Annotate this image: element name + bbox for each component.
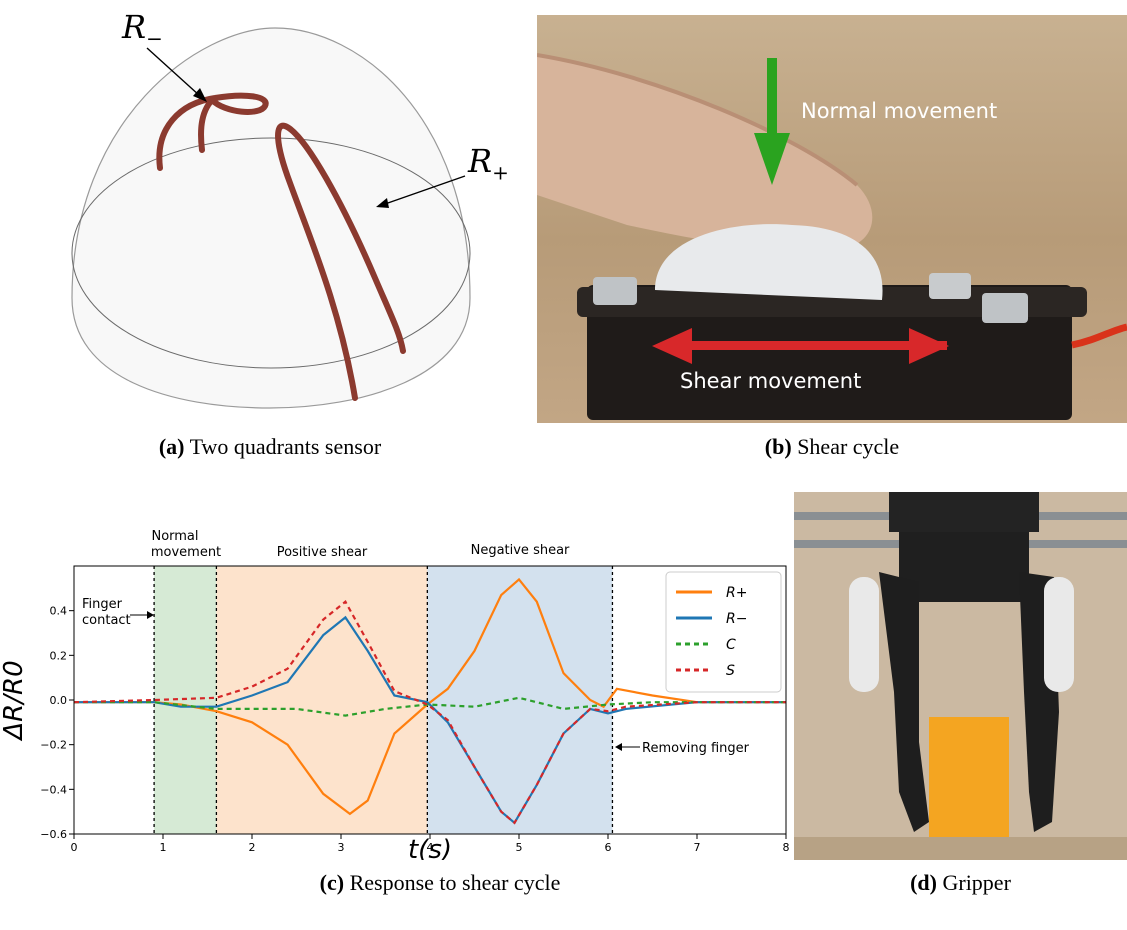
finger-contact-label-1: Finger — [82, 597, 123, 612]
normal-movement-label: Normal movement — [801, 99, 998, 123]
caption-b: (b) Shear cycle — [764, 434, 900, 459]
finger-contact-label-2: contact — [82, 613, 131, 628]
x-tick-label-2: 2 — [249, 841, 256, 854]
r-minus-wire — [156, 92, 269, 171]
caption-a: (a) Two quadrants sensor — [158, 434, 382, 459]
right-link — [1044, 577, 1074, 692]
region-label-normal-2: movement — [151, 545, 221, 560]
legend-label-1: R− — [726, 611, 747, 627]
shear-arrow-left-head — [652, 328, 692, 364]
finger — [537, 55, 873, 251]
bolt-right — [982, 293, 1028, 323]
legend-label-0: R+ — [726, 585, 747, 601]
bolt-left — [593, 277, 637, 305]
r-minus-arrow — [146, 47, 201, 97]
shear-arrow-right-head — [909, 328, 949, 364]
x-tick-label-7: 7 — [694, 841, 701, 854]
panel-d-gripper-photo — [794, 492, 1127, 860]
caption-d: (d) Gripper — [910, 870, 1011, 895]
region-label-normal-1: Normal — [151, 529, 198, 544]
sensor-base — [587, 285, 1072, 420]
y-tick-label-0: 0.4 — [50, 605, 68, 618]
x-tick-label-4: 4 — [427, 841, 434, 854]
dome-outline — [71, 27, 471, 409]
x-tick-label-0: 0 — [71, 841, 78, 854]
red-wire — [1071, 323, 1127, 349]
panel-c-chart: 0 1 2 3 4 5 6 7 8 0.4 0.2 0.0 −0.2 −0.4 −0.6 Normal m… — [0, 520, 790, 865]
left-link — [849, 577, 879, 692]
r-plus-arrow — [384, 175, 466, 205]
orange-block — [929, 717, 1009, 837]
shear-arrow-shaft — [682, 341, 947, 350]
legend-box — [665, 571, 782, 693]
series-line-2 — [74, 696, 786, 717]
shaded-region-1 — [216, 566, 428, 834]
series-line-3 — [73, 600, 786, 825]
legend-label-3: S — [726, 663, 735, 679]
y-tick-label-5: −0.6 — [40, 828, 67, 841]
table-surface — [794, 837, 1127, 860]
removing-finger-label: Removing finger — [642, 741, 750, 756]
panel-a-sensor-drawing: R− R+ — [60, 8, 509, 428]
r-plus-wire — [275, 122, 406, 401]
caption-c: (c) Response to shear cycle — [319, 870, 561, 895]
sensor-dome-illustration — [71, 27, 471, 409]
x-tick-label-5: 5 — [516, 841, 523, 854]
r-plus-arrowhead — [376, 198, 389, 208]
panel-b-shear-photo: Normal movement Shear movement — [537, 15, 1127, 423]
dome-base-ellipse — [71, 137, 471, 369]
shaded-region-2 — [427, 566, 613, 834]
x-tick-label-8: 8 — [783, 841, 790, 854]
finger-shadow — [537, 53, 859, 187]
removing-finger-arrowhead — [615, 743, 622, 751]
servo-block — [899, 532, 1029, 602]
x-tick-label-6: 6 — [605, 841, 612, 854]
x-tick-label-1: 1 — [160, 841, 167, 854]
normal-arrow-shaft — [767, 58, 777, 148]
gripper-illustration — [794, 492, 1127, 860]
left-finger — [879, 572, 929, 832]
x-axis-label: t(s) — [408, 835, 452, 860]
y-tick-label-1: 0.2 — [50, 649, 68, 662]
r-minus-label: R− — [122, 8, 163, 51]
legend-label-2: C — [726, 637, 736, 653]
silicone-dome — [655, 224, 883, 300]
x-tick-label-3: 3 — [338, 841, 345, 854]
r-plus-label: R+ — [468, 142, 509, 185]
normal-arrow-head — [754, 133, 790, 185]
shear-photo-illustration — [537, 53, 1127, 420]
y-tick-label-2: 0.0 — [50, 694, 68, 707]
region-label-positive: Positive shear — [277, 545, 368, 560]
bolt-back-right — [929, 273, 971, 299]
y-axis-label: ΔR/R0 — [0, 660, 29, 741]
motor-housing — [889, 492, 1039, 532]
shear-movement-label: Shear movement — [680, 369, 862, 393]
y-tick-label-4: −0.4 — [40, 783, 67, 796]
y-tick-label-3: −0.2 — [40, 739, 67, 752]
finger-contact-arrowhead — [147, 611, 154, 619]
shear-response-chart: 0 1 2 3 4 5 6 7 8 0.4 0.2 0.0 −0.2 −0.4 −0.6 Normal m… — [0, 529, 790, 865]
series-line-0 — [74, 577, 786, 816]
r-minus-arrowhead — [193, 88, 207, 102]
legend: R+ R− CS — [665, 571, 782, 693]
region-label-negative: Negative shear — [471, 543, 570, 558]
